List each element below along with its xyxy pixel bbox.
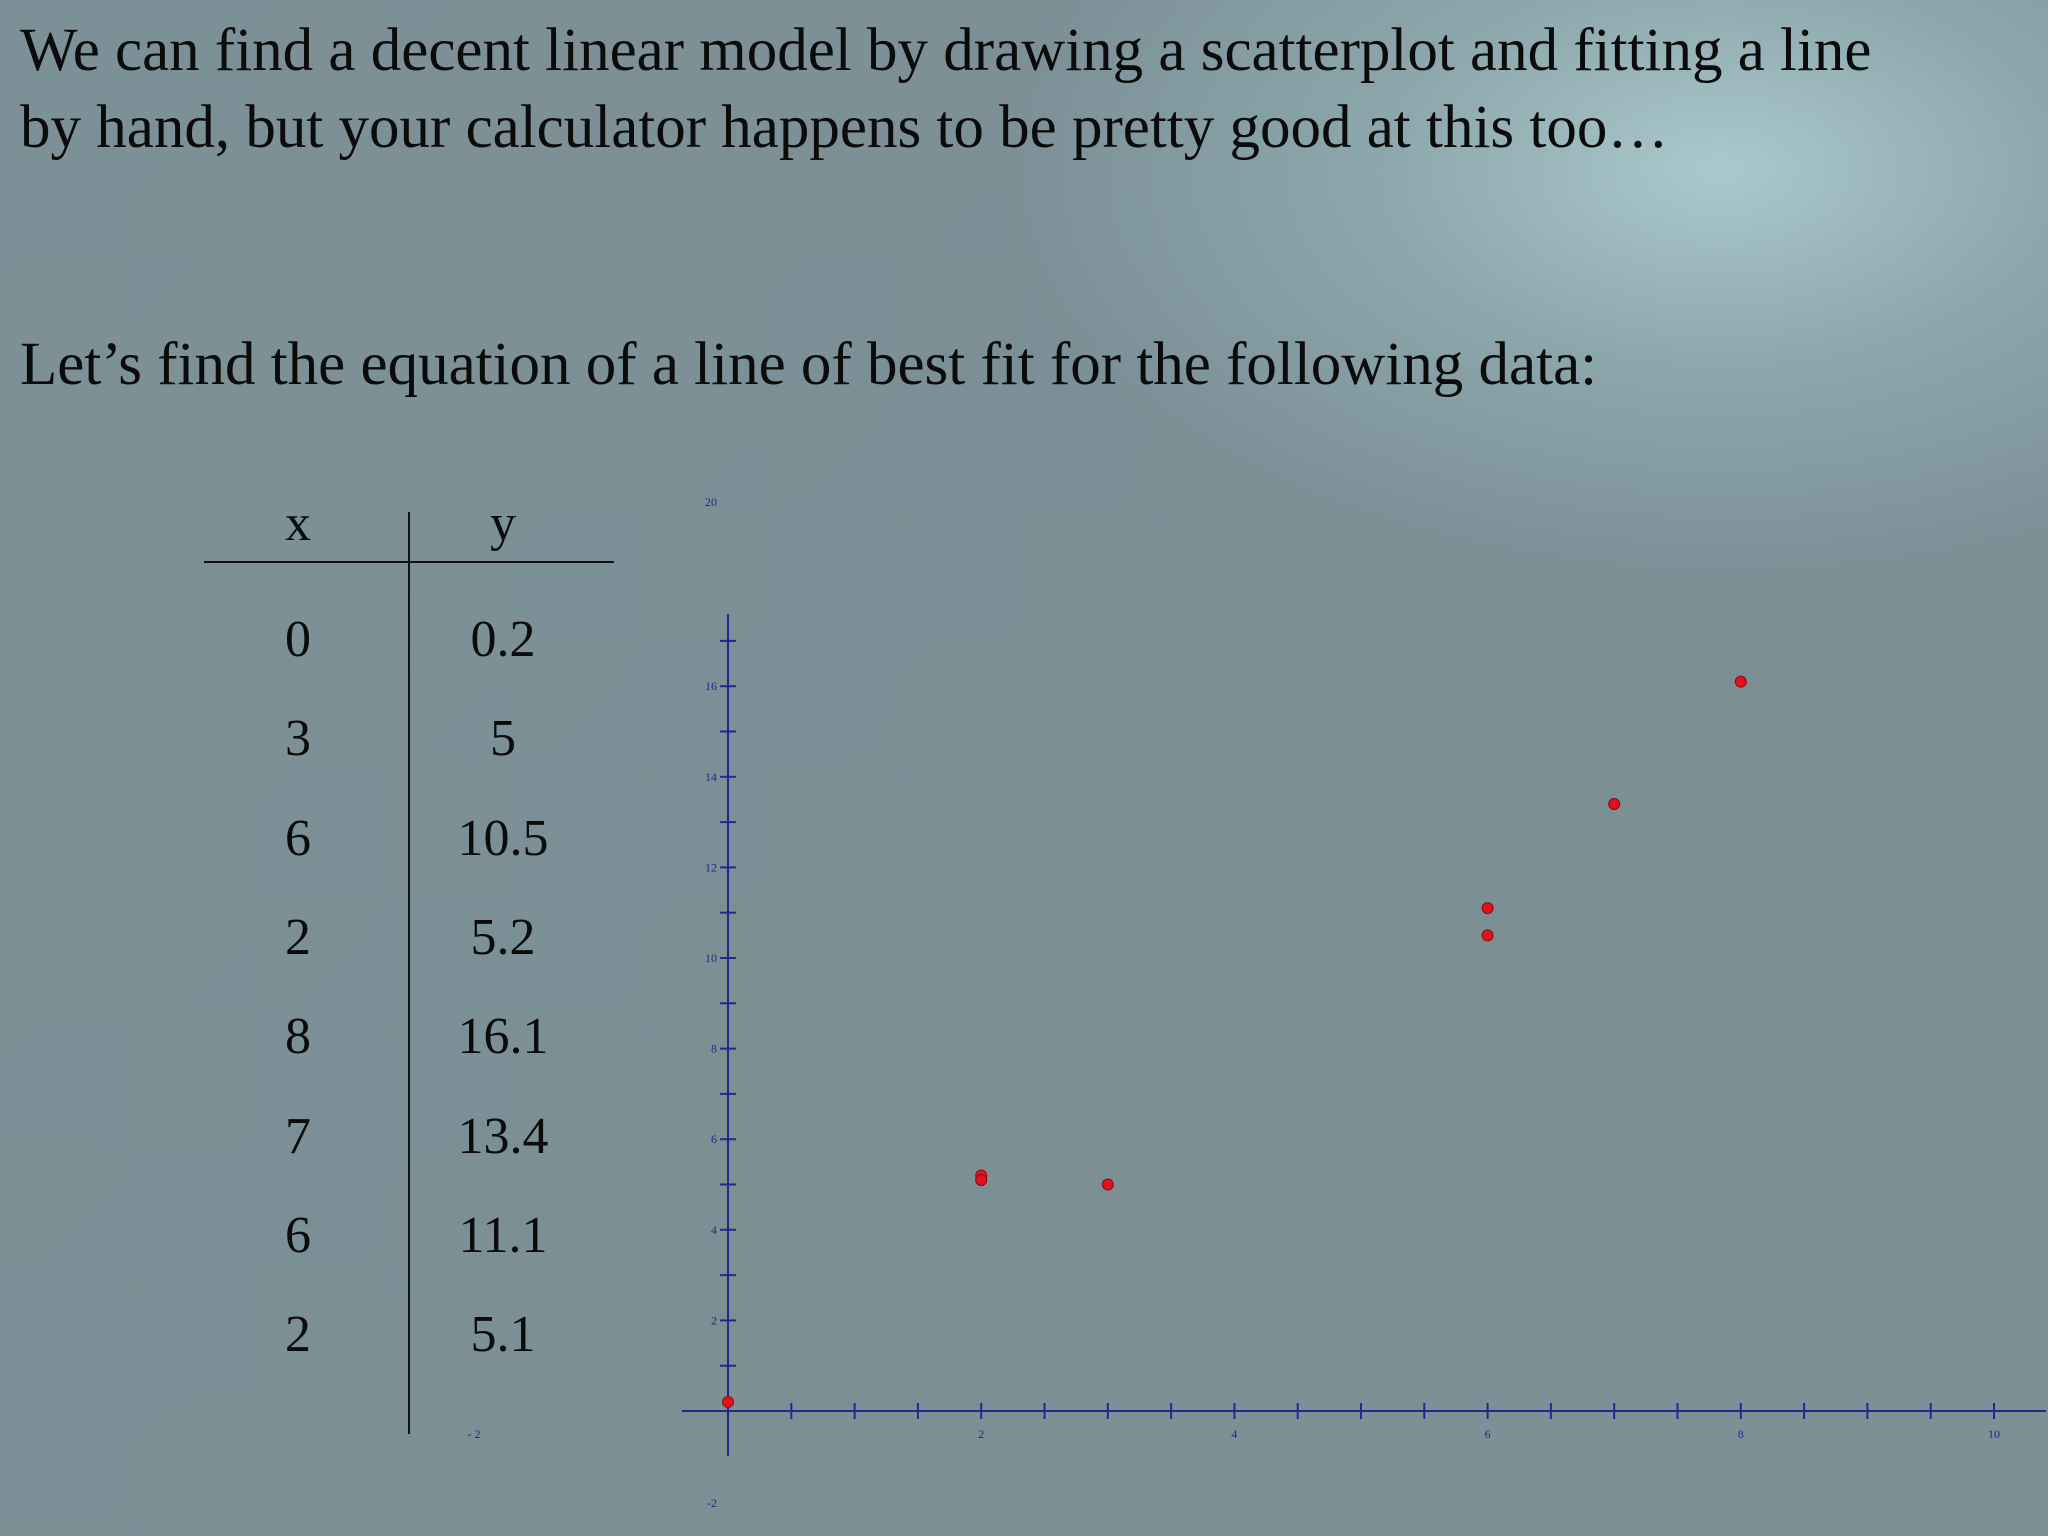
- y-tick-label: 10: [705, 951, 717, 965]
- table-cell-y: 11.1: [458, 1206, 548, 1264]
- y-tick-label: -2: [707, 1496, 717, 1510]
- y-tick-label: 12: [705, 860, 717, 874]
- x-tick-label: 6: [1485, 1427, 1491, 1441]
- table-cell-y: 5.2: [470, 908, 536, 966]
- table-cell-x: 2: [285, 1306, 311, 1364]
- y-tick-label: 14: [705, 770, 717, 784]
- table-cell-x: 0: [285, 611, 311, 668]
- data-point: [1481, 929, 1494, 942]
- table-cell-y: 10.5: [457, 809, 549, 867]
- x-tick-label: 2: [978, 1427, 984, 1441]
- table-cell-x: 2: [285, 908, 311, 966]
- question-text: Let’s find the equation of a line of bes…: [20, 331, 1598, 398]
- x-tick-label: 10: [1988, 1427, 2000, 1441]
- y-tick-label: 4: [711, 1223, 717, 1237]
- table-cell-y: 5: [490, 710, 516, 768]
- table-header-y: y: [490, 495, 516, 552]
- y-tick-label: 2: [711, 1313, 717, 1327]
- table-cell-y: 5.1: [470, 1306, 536, 1364]
- data-point: [975, 1173, 988, 1186]
- data-point: [1608, 797, 1621, 810]
- table-cell-x: 7: [285, 1107, 311, 1165]
- data-point: [1101, 1178, 1114, 1191]
- table-cell-x: 8: [285, 1008, 311, 1066]
- data-table: x y 0 0.2 3 5 6 10.5 2 5.2 8 16.1 7 13.4 6 11.1 2 5.1: [0, 0, 700, 1480]
- table-cell-x: 6: [285, 1206, 311, 1264]
- y-tick-label: 20: [705, 495, 717, 509]
- data-point: [1734, 675, 1747, 688]
- intro-line-1: We can find a decent linear model by dra…: [20, 17, 1872, 84]
- data-point: [1481, 902, 1494, 915]
- table-column-divider: [408, 512, 410, 1434]
- table-cell-y: 0.2: [470, 611, 536, 668]
- data-point: [722, 1395, 734, 1408]
- x-tick-label: - 2: [468, 1427, 481, 1441]
- x-tick-label: 4: [1231, 1427, 1237, 1441]
- x-tick-label: 8: [1738, 1427, 1744, 1441]
- table-cell-y: 16.1: [457, 1008, 549, 1066]
- table-cell-x: 3: [285, 710, 311, 768]
- table-header-x: x: [285, 495, 311, 552]
- table-cell-x: 6: [285, 809, 311, 867]
- y-tick-label: 16: [705, 679, 717, 693]
- table-cell-y: 13.4: [457, 1107, 549, 1165]
- y-tick-label: 6: [711, 1132, 717, 1146]
- y-tick-label: 8: [711, 1042, 717, 1056]
- intro-line-2: by hand, but your calculator happens to …: [20, 94, 1669, 161]
